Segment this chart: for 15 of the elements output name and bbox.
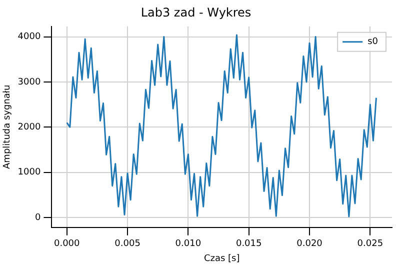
- chart-title: Lab3 zad - Wykres: [140, 5, 252, 20]
- x-axis-title: Czas [s]: [204, 254, 240, 264]
- x-tick-label: 0.025: [357, 239, 384, 250]
- x-tick-label: 0.000: [54, 239, 80, 250]
- x-tick-label: 0.020: [296, 239, 323, 250]
- y-tick-label: 2000: [18, 122, 41, 132]
- y-axis-title: Amplituda sygnału: [2, 84, 13, 169]
- x-tick-label: 0.015: [236, 239, 262, 250]
- x-tick-label: 0.005: [114, 239, 140, 250]
- y-tick-label: 3000: [18, 77, 41, 88]
- x-tick-label: 0.010: [175, 239, 202, 250]
- y-tick-label: 1000: [18, 168, 41, 178]
- legend-label: s0: [368, 37, 378, 48]
- y-tick-label: 4000: [18, 32, 41, 42]
- y-tick-label: 0: [34, 212, 41, 223]
